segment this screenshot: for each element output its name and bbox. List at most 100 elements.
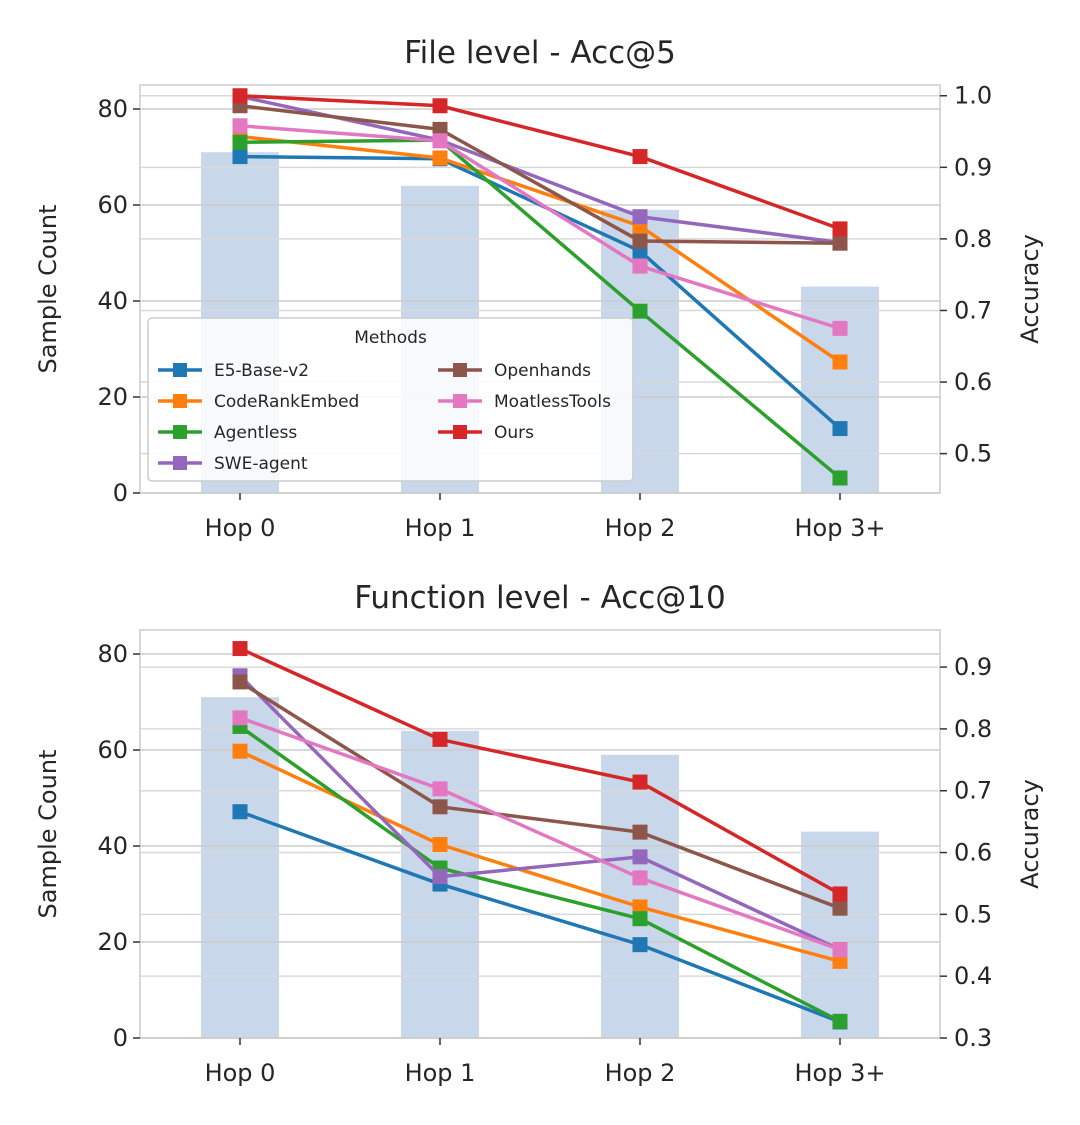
chart-function-level: Function level - Acc@10 0 20 40 60 80 0.3 0.4 0.… <box>34 580 1044 1087</box>
y-tick-label: 20 <box>97 383 128 411</box>
series-line-coderankembed <box>239 749 841 964</box>
point-openhands-hop-1 <box>432 121 448 137</box>
y2-tick-label: 0.9 <box>954 153 992 181</box>
plot-frame <box>139 629 941 1039</box>
point-swe-agent-hop-1 <box>432 869 448 885</box>
point-openhands-hop-1 <box>432 799 448 815</box>
series-line-coderankembed <box>239 134 841 364</box>
series-line-agentless <box>239 138 842 480</box>
series-line-moatlesstools <box>239 716 841 952</box>
y2-tick-label: 0.5 <box>954 440 992 468</box>
legend-marker <box>453 394 467 408</box>
point-moatlesstools-hop-0 <box>232 710 248 726</box>
bar-hop-3- <box>801 831 879 1038</box>
series-line-e5-base-v2 <box>239 810 841 1024</box>
series-line-ours <box>239 646 841 896</box>
point-openhands-hop-0 <box>232 674 248 690</box>
x-tick-label: Hop 1 <box>405 1059 476 1087</box>
y2-axis-label: Accuracy <box>1016 779 1044 889</box>
point-moatlesstools-hop-3- <box>832 942 848 958</box>
legend: Methods E5-Base-v2 CodeRankEmbed Agentless S… <box>147 317 634 482</box>
series-line-agentless <box>238 725 841 1023</box>
y-axis-label: Sample Count <box>34 205 62 374</box>
series-line-openhands <box>239 680 841 910</box>
series-line-swe-agent <box>239 94 841 245</box>
point-ours-hop-1 <box>432 98 448 114</box>
y-tick-label: 40 <box>97 832 128 860</box>
point-agentless-hop-0 <box>232 134 248 150</box>
series-line-swe-agent <box>238 674 841 952</box>
point-openhands-hop-2 <box>632 824 648 840</box>
y-tick-label: 0 <box>113 1024 128 1052</box>
y2-tick-label: 0.9 <box>954 653 992 681</box>
legend-marker <box>173 425 187 439</box>
legend-box <box>147 317 634 482</box>
point-ours-hop-2 <box>632 774 648 790</box>
x-tick-label: Hop 1 <box>405 514 476 542</box>
point-coderankembed-hop-1 <box>432 837 448 853</box>
point-coderankembed-hop-2 <box>632 899 648 915</box>
point-ours-hop-1 <box>432 731 448 747</box>
point-moatlesstools-hop-0 <box>232 118 248 134</box>
x-tick-label: Hop 0 <box>205 514 276 542</box>
point-ours-hop-0 <box>232 88 248 104</box>
point-coderankembed-hop-3- <box>832 354 848 370</box>
y2-tick-label: 0.8 <box>954 715 992 743</box>
legend-label: SWE-agent <box>214 454 308 474</box>
legend-label: Openhands <box>494 361 591 381</box>
y-tick-label: 80 <box>97 640 128 668</box>
plot-frame <box>139 84 941 494</box>
series-line-moatlesstools <box>239 124 841 331</box>
legend-label: CodeRankEmbed <box>214 392 359 412</box>
point-moatlesstools-hop-1 <box>432 781 448 797</box>
legend-marker <box>173 363 187 377</box>
point-agentless-hop-2 <box>632 303 648 319</box>
legend-marker <box>173 456 187 470</box>
point-ours-hop-2 <box>632 149 648 165</box>
x-tick-label: Hop 3+ <box>795 1059 886 1087</box>
point-coderankembed-hop-3- <box>832 953 848 969</box>
y-tick-label: 20 <box>97 928 128 956</box>
x-tick-label: Hop 3+ <box>795 514 886 542</box>
point-e5-base-v2-hop-0 <box>232 149 248 165</box>
x-tick-label: Hop 0 <box>205 1059 276 1087</box>
chart-title: File level - Acc@5 <box>404 35 676 71</box>
legend-marker <box>173 394 187 408</box>
point-agentless-hop-3- <box>832 1013 848 1029</box>
bar-hop-2 <box>601 754 679 1038</box>
legend-label: E5-Base-v2 <box>214 361 309 381</box>
y-axis-label: Sample Count <box>34 750 62 919</box>
x-tick-label: Hop 2 <box>605 514 676 542</box>
point-e5-base-v2-hop-0 <box>232 804 248 820</box>
point-swe-agent-hop-2 <box>632 849 648 865</box>
legend-marker <box>453 363 467 377</box>
legend-label: Ours <box>494 423 534 443</box>
legend-label: Agentless <box>214 423 297 443</box>
series-line-openhands <box>239 104 841 245</box>
point-ours-hop-3- <box>832 221 848 237</box>
y2-tick-label: 1.0 <box>954 82 992 110</box>
point-ours-hop-0 <box>232 641 248 657</box>
y2-axis-label: Accuracy <box>1016 234 1044 344</box>
y-tick-label: 0 <box>113 479 128 507</box>
point-moatlesstools-hop-2 <box>632 258 648 274</box>
y2-tick-label: 0.7 <box>954 296 992 324</box>
point-openhands-hop-3- <box>832 900 848 916</box>
point-ours-hop-3- <box>832 886 848 902</box>
point-agentless-hop-3- <box>832 470 848 486</box>
point-openhands-hop-3- <box>832 235 848 251</box>
point-moatlesstools-hop-2 <box>632 870 648 886</box>
y2-tick-label: 0.6 <box>954 368 992 396</box>
y2-tick-label: 0.7 <box>954 777 992 805</box>
chart-file-level: File level - Acc@5 0 20 40 60 80 0.5 0.6 0.7 0.8 0… <box>34 35 1044 542</box>
y2-tick-label: 0.6 <box>954 839 992 867</box>
point-openhands-hop-2 <box>632 233 648 249</box>
series-line-ours <box>239 93 841 231</box>
point-e5-base-v2-hop-2 <box>632 937 648 953</box>
y2-tick-label: 0.5 <box>954 900 992 928</box>
legend-marker <box>453 425 467 439</box>
y-tick-label: 40 <box>97 287 128 315</box>
point-coderankembed-hop-0 <box>232 743 248 759</box>
